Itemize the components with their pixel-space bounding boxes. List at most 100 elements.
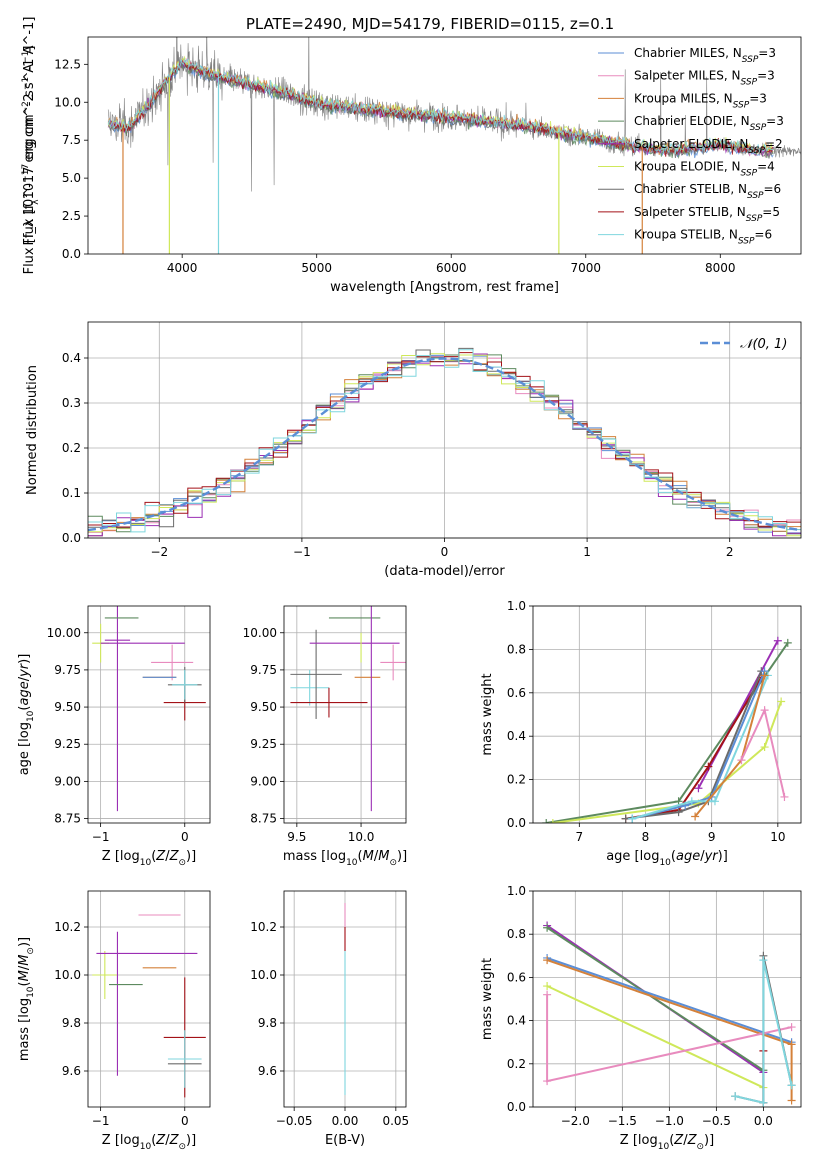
spectrum-frame [87,36,802,255]
residuals-xtick-label: 1 [583,545,591,559]
weight-vs-age-xtick-label: 10 [770,830,785,844]
weight-point-marker [694,784,703,793]
age-vs-Z-ytick-label: 9.25 [54,737,81,751]
weight-point-marker [787,1081,796,1090]
weight-vs-Z-xtick-label: −2.0 [561,1114,590,1128]
legend-label: Chabrier STELIB, NSSP=6 [634,182,781,201]
age-vs-Z-xtick-label: 0 [181,830,189,844]
residuals-xtick-label: 2 [726,545,734,559]
weight-vs-Z-xtick-label: −0.5 [702,1114,731,1128]
weight-vs-age-ytick-label: 0.4 [507,729,526,743]
age-vs-Z-ytick-label: 9.00 [54,774,81,788]
weight-point-marker [674,797,683,806]
weight-vs-age-frame [532,605,802,824]
weight-series-line [552,701,783,823]
age-vs-mass-xlabel: mass [log10(M/M⊙)] [283,849,407,868]
weight-vs-age-ytick-label: 0.8 [507,642,526,656]
mass-vs-ebv-xtick-label: 0.05 [382,1114,409,1128]
weight-point-marker [783,638,792,647]
age-vs-Z-ytick-label: 8.75 [54,812,81,826]
legend-label: Kroupa ELODIE, NSSP=4 [634,160,775,179]
residuals-plot-area [88,347,801,537]
residuals-ytick-label: 0.3 [62,396,81,410]
residuals-xtick-label: −2 [150,545,168,559]
mass-vs-ebv-panel: −0.05 0.00 0.05 9.6 9.8 10.0 10.2 E(B-V) [250,890,409,1148]
weight-series-line [734,959,793,1104]
mass-vs-Z-ytick-label: 10.2 [54,920,81,934]
weight-point-marker [777,697,786,706]
weight-point-marker [543,990,552,999]
weight-vs-age-ylabel: mass weight [480,673,495,755]
weight-vs-Z-xlabel: Z [log10(Z/Z⊙)] [620,1133,714,1152]
age-vs-Z-plot-area [92,606,206,812]
weight-series-line [632,675,769,820]
mass-vs-Z-ytick-label: 9.6 [62,1064,81,1078]
age-vs-mass-xtick-label: 10.0 [348,830,375,844]
weight-series-line [697,640,779,789]
mass-vs-Z-ytick-label: 9.8 [62,1016,81,1030]
weight-point-marker [760,743,769,752]
residuals-ytick-label: 0.1 [62,486,81,500]
residuals-xtick-label: −1 [293,545,311,559]
spectrum-xtick-label: 8000 [705,261,736,275]
legend-label: Salpeter ELODIE, NSSP=2 [634,137,783,156]
weight-vs-Z-ytick-label: 0.2 [507,1057,526,1071]
weight-point-marker [760,671,769,680]
spectrum-ylabel: Flux [f_λ 10^-17 erg cm^-2 s^-1 A^-1] [22,17,37,275]
legend-label: 𝒩(0, 1) [740,337,787,352]
weight-point-marker [548,819,557,823]
weight-vs-Z-ytick-label: 0.0 [507,1100,526,1114]
figure-title: PLATE=2490, MJD=54179, FIBERID=0115, z=0… [246,15,614,33]
mass-vs-Z-frame [87,890,211,1108]
mass-vs-Z-ytick-label: 10.0 [54,968,81,982]
spectrum-xtick-label: 6000 [436,261,467,275]
weight-point-marker [691,812,700,821]
weight-vs-Z-panel: −2.0 −1.5 −1.0 −0.5 0.0 0.0 0.2 0.4 0.6 0.8 1.0 Z [… [480,884,802,1152]
weight-vs-age-xtick-label: 7 [576,830,584,844]
age-vs-mass-ytick-label: 9.75 [250,663,277,677]
weight-vs-Z-ylabel: mass weight [480,958,495,1040]
weight-point-marker [543,923,552,932]
weight-series-line [546,957,792,1044]
age-vs-mass-ytick-label: 8.75 [250,812,277,826]
weight-series-line [546,985,764,1089]
age-vs-Z-frame [87,605,211,824]
residuals-ytick-label: 0.2 [62,441,81,455]
weight-point-marker [628,814,637,823]
weight-vs-age-ytick-label: 0.6 [507,686,526,700]
age-vs-mass-xtick-label: 9.5 [287,830,306,844]
age-vs-Z-panel: −1 0 8.75 9.00 9.25 9.50 9.75 10.00 Z [log10(Z/Z… [17,605,211,868]
mass-vs-ebv-xtick-label: −0.05 [276,1114,313,1128]
spectrum-xtick-label: 4000 [167,261,198,275]
weight-point-marker [773,636,782,645]
age-vs-mass-ytick-label: 9.50 [250,700,277,714]
weight-vs-age-ytick-label: 1.0 [507,599,526,613]
weight-vs-Z-frame [532,890,802,1108]
mass-vs-Z-xlabel: Z [log10(Z/Z⊙)] [102,1133,196,1152]
mass-vs-ebv-frame [283,890,407,1108]
spectrum-ylabel: Flux [fλ10−17 erg cm−2 s−1 A−1] [21,46,41,246]
weight-point-marker [687,797,696,806]
spectrum-xtick-label: 7000 [570,261,601,275]
spectrum-plot-area [107,37,801,254]
age-vs-Z-xlabel: Z [log10(Z/Z⊙)] [102,849,196,868]
weight-point-marker [737,756,746,765]
weight-point-marker [759,956,768,965]
mass-vs-Z-xtick-label: 0 [181,1114,189,1128]
weight-series-line [625,670,763,820]
spectrum-panel: 4000 5000 6000 7000 8000 0.0 2.5 5.0 7.5 10.0 12.5… [21,17,802,295]
weight-vs-age-xtick-label: 9 [708,830,716,844]
weight-point-marker [543,982,552,991]
weight-point-marker [704,762,713,771]
weight-point-marker [710,797,719,806]
spectrum-xlabel: wavelength [Angstrom, rest frame] [330,280,559,295]
weight-vs-Z-plot-area [543,921,796,1107]
legend-label: Kroupa STELIB, NSSP=6 [634,228,772,247]
age-vs-Z-ytick-label: 10.00 [47,626,81,640]
normal-curve [88,357,801,532]
weight-point-marker [787,1096,796,1105]
plot-layer: 4000 5000 6000 7000 80000.02.55.07.510.012.5… [17,17,802,1152]
weight-vs-age-xlabel: age [log10(age/yr)] [606,849,728,868]
age-vs-mass-plot-area [290,606,406,812]
age-vs-Z-ytick-label: 9.50 [54,700,81,714]
